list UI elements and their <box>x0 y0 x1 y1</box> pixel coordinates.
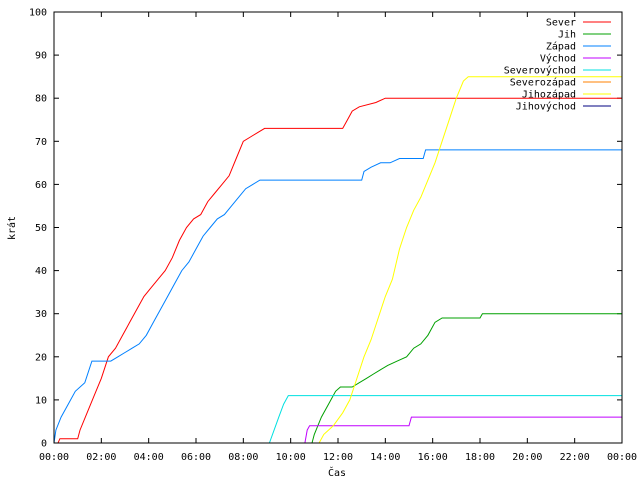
y-tick-label: 90 <box>35 51 47 62</box>
legend-label-jih: Jih <box>558 30 576 41</box>
x-tick-label: 14:00 <box>370 452 400 463</box>
x-tick-label: 10:00 <box>276 452 306 463</box>
y-tick-label: 10 <box>35 395 47 406</box>
legend-label-severozapad: Severozápad <box>510 77 576 89</box>
x-tick-label: 18:00 <box>465 452 495 463</box>
legend-label-jihovychod: Jihovýchod <box>516 101 576 113</box>
x-tick-label: 22:00 <box>560 452 590 463</box>
x-tick-label: 04:00 <box>134 452 164 463</box>
y-tick-label: 40 <box>35 266 47 277</box>
legend-label-severovychod: Severovýchod <box>504 65 576 77</box>
series-line-jihozapad <box>54 76 622 444</box>
x-tick-label: 16:00 <box>418 452 448 463</box>
y-tick-label: 70 <box>35 137 47 148</box>
axes: 0 10 20 30 40 50 60 70 80 90 100 00:00 02:00 04:00 06:… <box>29 8 637 464</box>
x-tick-label: 02:00 <box>86 452 116 463</box>
y-tick-label: 60 <box>35 180 47 191</box>
plot-frame <box>53 11 623 444</box>
series-line-jih <box>54 313 622 444</box>
y-tick-label: 50 <box>35 223 47 234</box>
x-axis-label: Čas <box>328 466 346 479</box>
x-tick-label: 08:00 <box>228 452 258 463</box>
x-tick-label: 20:00 <box>512 452 542 463</box>
x-tick-label: 00:00 <box>607 452 637 463</box>
y-tick-label: 0 <box>41 439 47 450</box>
x-tick-label: 06:00 <box>181 452 211 463</box>
legend-label-sever: Sever <box>546 18 576 29</box>
legend-label-vychod: Východ <box>540 53 576 65</box>
x-tick-label: 00:00 <box>39 452 69 463</box>
legend: SeverJihZápadVýchodSeverovýchodSeverozáp… <box>504 18 611 113</box>
y-tick-label: 100 <box>29 8 47 19</box>
series-line-sever <box>54 97 622 444</box>
y-tick-label: 20 <box>35 352 47 363</box>
series-line-zapad <box>53 149 622 444</box>
x-tick-label: 12:00 <box>323 452 353 463</box>
legend-label-jihozapad: Jihozápad <box>522 89 576 101</box>
legend-label-zapad: Západ <box>546 41 576 53</box>
y-tick-label: 80 <box>35 94 47 105</box>
series-lines <box>53 76 622 444</box>
y-tick-label: 30 <box>35 309 47 320</box>
y-axis-label: krát <box>6 216 18 240</box>
